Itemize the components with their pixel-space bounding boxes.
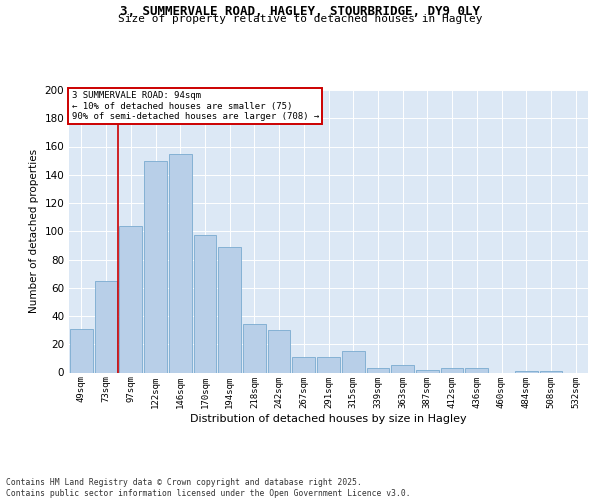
Bar [194, 236, 216, 372]
Bar [268, 330, 290, 372]
Y-axis label: Number of detached properties: Number of detached properties [29, 149, 39, 314]
Bar [243, 324, 266, 372]
Bar [292, 357, 315, 372]
Text: 3 SUMMERVALE ROAD: 94sqm
← 10% of detached houses are smaller (75)
90% of semi-d: 3 SUMMERVALE ROAD: 94sqm ← 10% of detach… [71, 92, 319, 121]
Bar [441, 368, 463, 372]
Bar [95, 280, 118, 372]
Bar [218, 247, 241, 372]
Bar [144, 160, 167, 372]
Bar [119, 226, 142, 372]
Bar [391, 366, 414, 372]
Bar [515, 371, 538, 372]
Bar [169, 154, 191, 372]
X-axis label: Distribution of detached houses by size in Hagley: Distribution of detached houses by size … [190, 414, 467, 424]
Bar [317, 357, 340, 372]
Text: Contains HM Land Registry data © Crown copyright and database right 2025.
Contai: Contains HM Land Registry data © Crown c… [6, 478, 410, 498]
Text: 3, SUMMERVALE ROAD, HAGLEY, STOURBRIDGE, DY9 0LY: 3, SUMMERVALE ROAD, HAGLEY, STOURBRIDGE,… [120, 5, 480, 18]
Bar [70, 328, 93, 372]
Text: Size of property relative to detached houses in Hagley: Size of property relative to detached ho… [118, 14, 482, 24]
Bar [416, 370, 439, 372]
Bar [466, 368, 488, 372]
Bar [342, 352, 365, 372]
Bar [539, 371, 562, 372]
Bar [367, 368, 389, 372]
